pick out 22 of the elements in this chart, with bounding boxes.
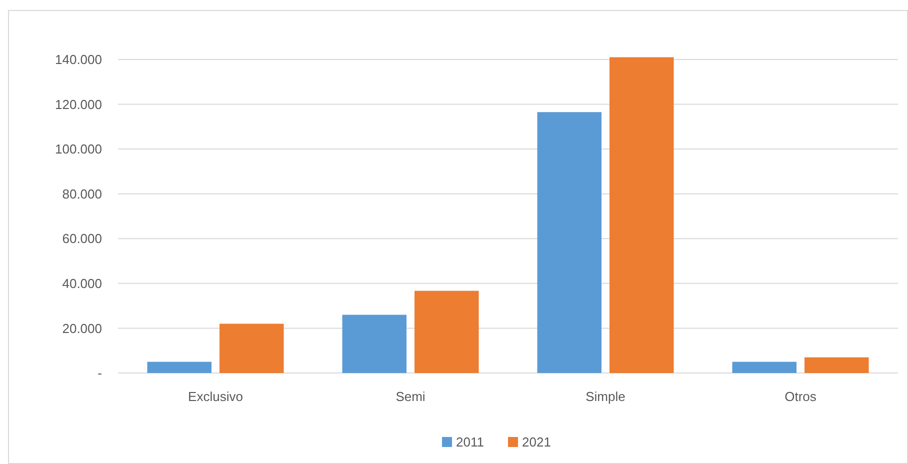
x-tick-label: Semi <box>396 389 426 404</box>
y-tick-label: - <box>98 366 102 381</box>
x-tick-label: Otros <box>784 389 817 404</box>
bar <box>610 57 674 373</box>
y-tick-label: 20.000 <box>62 320 102 336</box>
bar <box>804 357 869 373</box>
bar <box>732 362 796 373</box>
bar <box>537 112 602 373</box>
y-tick-label: 60.000 <box>62 231 102 246</box>
x-tick-label: Simple <box>586 389 626 404</box>
legend-label: 2011 <box>456 434 484 450</box>
x-tick-label: Exclusivo <box>188 389 243 404</box>
y-tick-label: 40.000 <box>62 276 102 291</box>
bar <box>342 314 406 373</box>
y-tick-label: 100.000 <box>55 142 102 157</box>
y-tick-label: 80.000 <box>62 186 102 202</box>
bar <box>147 362 212 373</box>
y-tick-label: 120.000 <box>55 96 102 112</box>
y-tick-label: 140.000 <box>55 52 102 68</box>
legend-label: 2021 <box>522 434 551 450</box>
bar <box>220 324 284 373</box>
bar <box>414 290 479 373</box>
